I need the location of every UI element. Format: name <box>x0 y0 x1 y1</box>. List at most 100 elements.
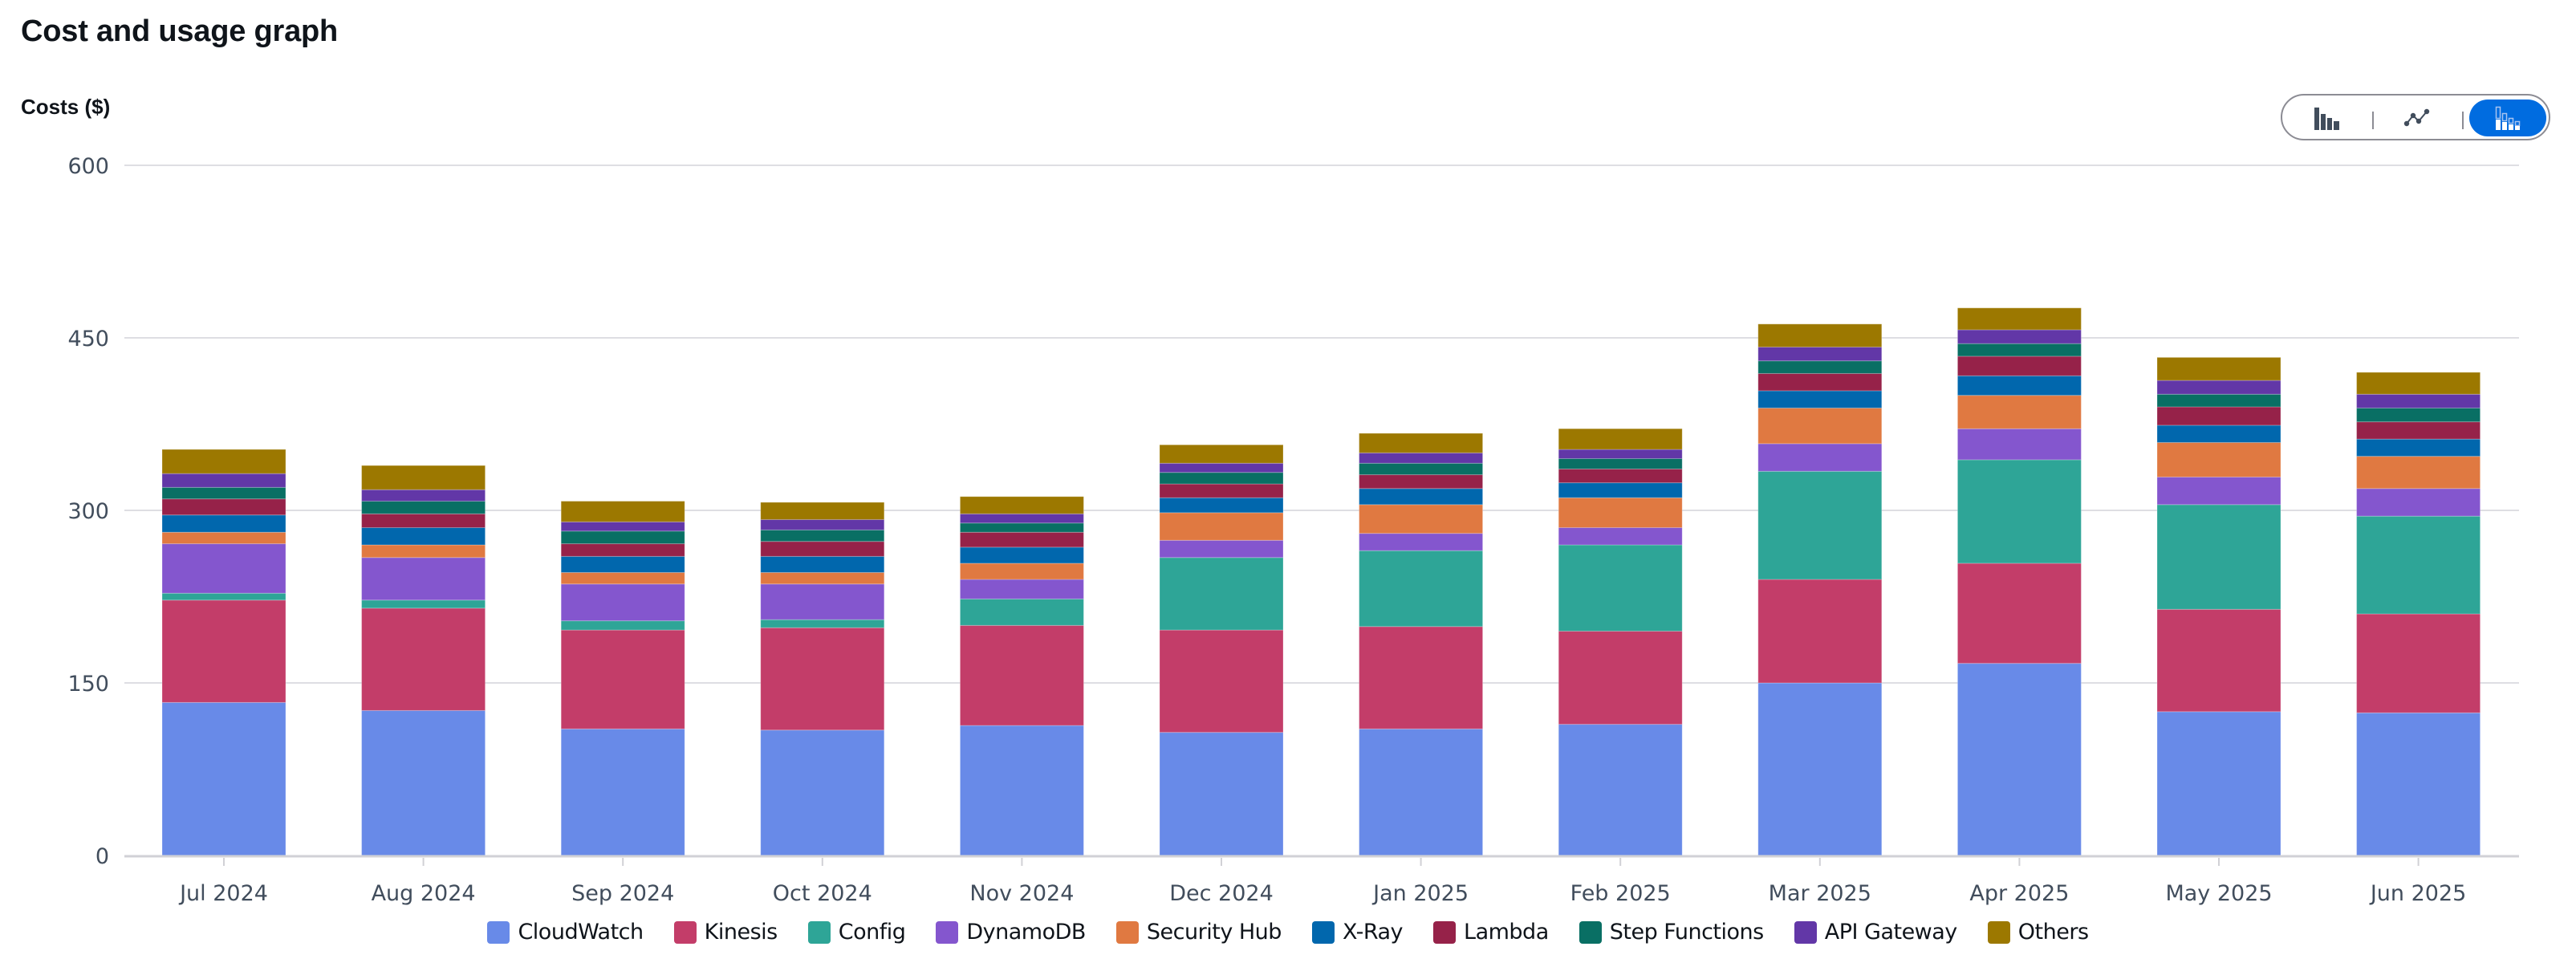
bar-segment-step-functions[interactable] <box>161 486 286 500</box>
bar-segment-kinesis[interactable] <box>1159 629 1284 733</box>
legend-item-step-functions[interactable]: Step Functions <box>1579 920 1764 945</box>
bar-segment-config[interactable] <box>560 620 685 631</box>
bar-segment-config[interactable] <box>1558 544 1683 632</box>
bar-segment-x-ray[interactable] <box>959 546 1084 564</box>
bar-stack[interactable] <box>760 502 885 856</box>
bar-segment-dynamodb[interactable] <box>1956 428 2082 461</box>
legend-item-others[interactable]: Others <box>1987 920 2089 945</box>
bar-segment-kinesis[interactable] <box>2356 613 2481 713</box>
bar-segment-config[interactable] <box>1159 557 1284 631</box>
bar-segment-x-ray[interactable] <box>560 555 685 573</box>
bar-segment-x-ray[interactable] <box>1558 482 1683 498</box>
legend-item-dynamodb[interactable]: DynamoDB <box>936 920 1086 945</box>
bar-segment-x-ray[interactable] <box>2156 425 2281 443</box>
bar-segment-dynamodb[interactable] <box>760 583 885 620</box>
bar-segment-others[interactable] <box>1159 444 1284 464</box>
stacked-bar-chart-button[interactable] <box>2469 100 2546 136</box>
bar-segment-others[interactable] <box>161 449 286 474</box>
bar-segment-security-hub[interactable] <box>361 544 486 559</box>
bar-segment-step-functions[interactable] <box>361 501 486 514</box>
bar-segment-lambda[interactable] <box>1757 372 1883 392</box>
legend-item-api-gateway[interactable]: API Gateway <box>1794 920 1957 945</box>
bar-segment-step-functions[interactable] <box>560 530 685 545</box>
bar-segment-security-hub[interactable] <box>959 563 1084 580</box>
bar-segment-api-gateway[interactable] <box>1956 329 2082 344</box>
legend-item-kinesis[interactable]: Kinesis <box>673 920 778 945</box>
bar-stack[interactable] <box>161 449 286 856</box>
bar-segment-others[interactable] <box>760 502 885 520</box>
bar-segment-cloudwatch[interactable] <box>560 728 685 856</box>
bar-segment-others[interactable] <box>1558 428 1683 450</box>
bar-segment-others[interactable] <box>1757 323 1883 347</box>
bar-segment-security-hub[interactable] <box>2356 456 2481 490</box>
bar-segment-dynamodb[interactable] <box>1159 539 1284 559</box>
bar-segment-config[interactable] <box>959 598 1084 626</box>
bar-segment-dynamodb[interactable] <box>1757 443 1883 472</box>
bar-segment-lambda[interactable] <box>1159 483 1284 498</box>
bar-segment-x-ray[interactable] <box>1359 488 1484 506</box>
bar-segment-config[interactable] <box>760 619 885 628</box>
bar-segment-dynamodb[interactable] <box>959 579 1084 599</box>
bar-stack[interactable] <box>2356 372 2481 856</box>
bar-segment-lambda[interactable] <box>1558 468 1683 484</box>
bar-segment-kinesis[interactable] <box>1956 563 2082 664</box>
bar-segment-lambda[interactable] <box>1956 355 2082 376</box>
bar-segment-others[interactable] <box>361 465 486 490</box>
bar-segment-lambda[interactable] <box>2156 406 2281 426</box>
bar-segment-step-functions[interactable] <box>760 529 885 542</box>
bar-segment-kinesis[interactable] <box>161 599 286 703</box>
bar-segment-api-gateway[interactable] <box>1359 452 1484 464</box>
bar-stack[interactable] <box>560 501 685 856</box>
bar-segment-lambda[interactable] <box>560 543 685 557</box>
bar-segment-api-gateway[interactable] <box>2156 380 2281 395</box>
bar-segment-x-ray[interactable] <box>361 527 486 546</box>
bar-segment-dynamodb[interactable] <box>1558 527 1683 546</box>
bar-segment-kinesis[interactable] <box>361 607 486 711</box>
bar-segment-api-gateway[interactable] <box>560 521 685 532</box>
bar-segment-api-gateway[interactable] <box>361 489 486 502</box>
bar-segment-security-hub[interactable] <box>560 571 685 585</box>
bar-segment-x-ray[interactable] <box>161 514 286 533</box>
bar-stack[interactable] <box>1558 428 1683 856</box>
bar-segment-dynamodb[interactable] <box>2156 476 2281 506</box>
bar-segment-others[interactable] <box>2156 356 2281 381</box>
bar-segment-step-functions[interactable] <box>2356 407 2481 423</box>
bar-segment-step-functions[interactable] <box>1159 472 1284 485</box>
bar-segment-others[interactable] <box>560 501 685 522</box>
bar-segment-security-hub[interactable] <box>1956 395 2082 429</box>
bar-segment-security-hub[interactable] <box>161 531 286 545</box>
bar-segment-security-hub[interactable] <box>1159 512 1284 541</box>
bar-segment-step-functions[interactable] <box>1558 458 1683 469</box>
bar-segment-x-ray[interactable] <box>1159 497 1284 514</box>
bar-segment-cloudwatch[interactable] <box>2156 711 2281 856</box>
bar-segment-api-gateway[interactable] <box>2356 393 2481 408</box>
bar-segment-kinesis[interactable] <box>1757 579 1883 684</box>
bar-segment-step-functions[interactable] <box>959 522 1084 533</box>
bar-segment-security-hub[interactable] <box>1757 407 1883 445</box>
bar-segment-cloudwatch[interactable] <box>361 709 486 856</box>
bar-segment-kinesis[interactable] <box>1558 631 1683 725</box>
bar-stack[interactable] <box>361 465 486 856</box>
bar-chart-button[interactable] <box>2289 100 2366 136</box>
bar-segment-others[interactable] <box>2356 372 2481 395</box>
bar-segment-config[interactable] <box>1359 550 1484 628</box>
bar-segment-cloudwatch[interactable] <box>959 725 1084 856</box>
bar-segment-security-hub[interactable] <box>1359 504 1484 534</box>
bar-segment-lambda[interactable] <box>760 541 885 557</box>
bar-segment-x-ray[interactable] <box>1956 375 2082 396</box>
bar-segment-cloudwatch[interactable] <box>2356 712 2481 856</box>
bar-segment-kinesis[interactable] <box>959 624 1084 726</box>
bar-segment-kinesis[interactable] <box>760 627 885 731</box>
bar-segment-config[interactable] <box>2156 504 2281 610</box>
bar-segment-cloudwatch[interactable] <box>1359 728 1484 856</box>
bar-segment-x-ray[interactable] <box>760 555 885 573</box>
bar-segment-lambda[interactable] <box>361 513 486 528</box>
bar-segment-cloudwatch[interactable] <box>760 729 885 856</box>
bar-segment-lambda[interactable] <box>959 531 1084 548</box>
bar-segment-step-functions[interactable] <box>2156 393 2281 408</box>
bar-segment-security-hub[interactable] <box>760 571 885 585</box>
bar-segment-others[interactable] <box>1956 307 2082 331</box>
bar-stack[interactable] <box>2156 356 2281 856</box>
legend-item-lambda[interactable]: Lambda <box>1433 920 1549 945</box>
bar-segment-security-hub[interactable] <box>1558 497 1683 529</box>
